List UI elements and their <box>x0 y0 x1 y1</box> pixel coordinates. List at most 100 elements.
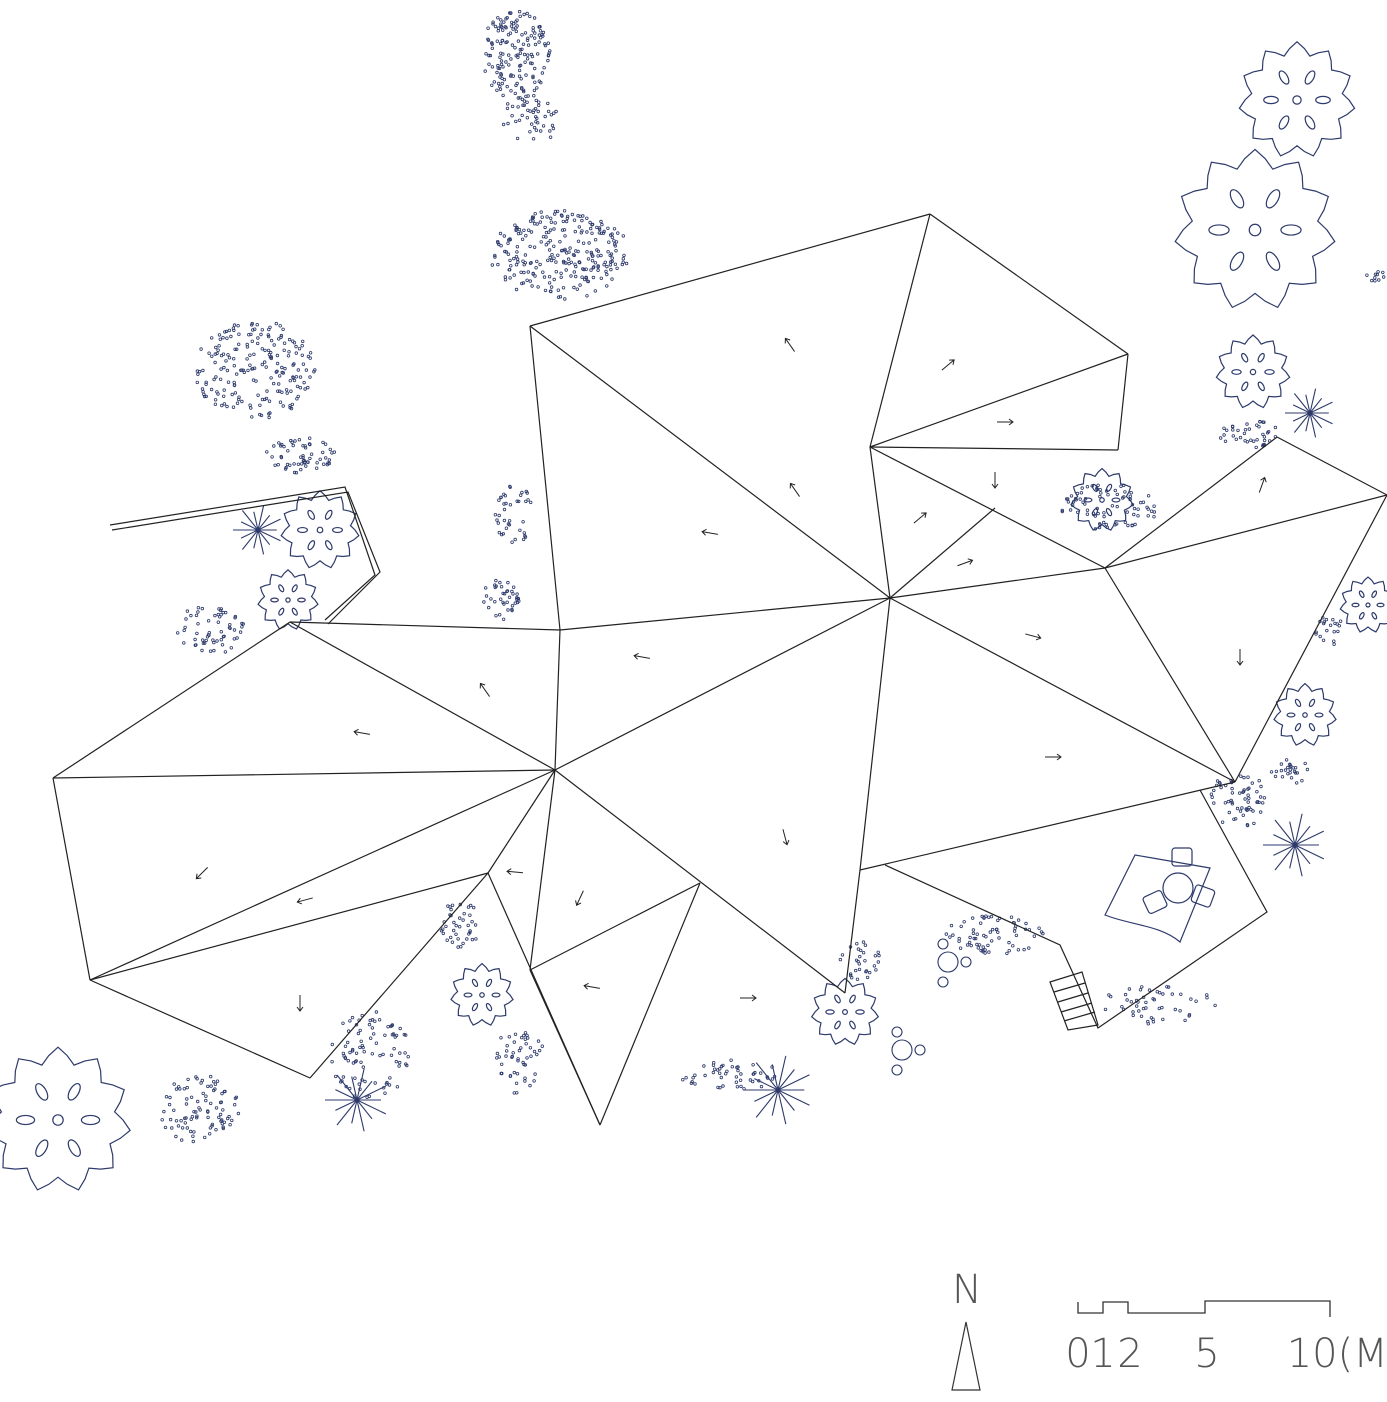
shrub-dot <box>536 285 540 289</box>
seat <box>937 938 949 950</box>
shrub-dot <box>1096 483 1100 487</box>
shrub-dot <box>562 209 567 213</box>
shrub-dot <box>288 404 292 408</box>
shrub-dot <box>232 383 237 387</box>
shrub-dot <box>599 276 603 280</box>
shrub-dot <box>279 454 283 459</box>
shrub-dot <box>574 249 578 253</box>
tree-leaf <box>1371 590 1378 598</box>
shrub-dot <box>854 958 859 962</box>
shrub-dot <box>497 1055 501 1059</box>
shrub-dot <box>526 43 531 47</box>
shrub-dot <box>587 241 591 245</box>
conifer-branch <box>1289 844 1296 869</box>
shrub-dot <box>532 16 537 20</box>
tree-leaf <box>291 607 298 616</box>
conifer-branch <box>257 529 281 542</box>
tree-leaf <box>1304 70 1316 85</box>
tree-leaf <box>296 526 308 534</box>
shrub-dot <box>568 246 572 250</box>
shrub-dot <box>751 1063 755 1067</box>
shrub-dot <box>483 69 487 73</box>
shrub-dot <box>294 344 298 349</box>
shrub-dot <box>1139 1014 1144 1018</box>
tree-leaf <box>1294 698 1302 708</box>
shrub-dot <box>1085 508 1090 512</box>
shrub-dot <box>590 254 595 258</box>
shrub-dot <box>585 230 589 234</box>
roof-edge <box>869 446 1106 569</box>
shrub-dot <box>217 333 222 337</box>
tree-leaf <box>1229 251 1245 271</box>
shrub-dot <box>191 1134 195 1138</box>
shrub-dot <box>534 98 538 103</box>
chair <box>1171 847 1193 867</box>
shrub-dot <box>532 108 536 112</box>
shrub-dot <box>1078 497 1082 501</box>
north-triangle <box>951 1321 981 1391</box>
shrub-dot <box>250 415 254 419</box>
roof-edge <box>889 567 1106 599</box>
conifer <box>1263 813 1325 877</box>
shrub-dot <box>514 83 518 88</box>
shrub-dot <box>496 66 500 70</box>
tree <box>1238 40 1356 157</box>
shrub-dot <box>505 106 510 111</box>
shrub-dot <box>1161 1017 1165 1022</box>
shrub-dot <box>260 397 265 402</box>
shrub-dot <box>252 327 257 331</box>
shrub-dot <box>498 87 503 91</box>
shrub-dot <box>1257 779 1261 783</box>
shrub-dot <box>221 336 225 340</box>
shrub-dot <box>491 20 495 24</box>
shrub-dot <box>511 1051 515 1055</box>
shrub-dot <box>502 234 506 238</box>
shrub-dot <box>1152 504 1156 508</box>
shrub-dot <box>232 1102 237 1107</box>
tree-canopy <box>1273 682 1337 746</box>
shrub-dot <box>1122 495 1126 499</box>
shrub-dot <box>596 254 600 258</box>
shrub-dot <box>507 1035 511 1039</box>
shrub-dot <box>507 519 512 523</box>
shrub-dot <box>499 1036 503 1040</box>
shrub-dot <box>280 442 284 447</box>
shrub-dot <box>1099 491 1103 495</box>
shrub-dot <box>684 1075 688 1080</box>
shrub-dot <box>877 953 881 958</box>
shrub-dot <box>323 442 328 446</box>
conifer-branch <box>257 518 281 531</box>
tree-leaf <box>1083 497 1093 503</box>
shrub-dot <box>616 231 620 235</box>
shrub-dot <box>212 648 216 653</box>
shrub-dot <box>454 923 458 928</box>
shrub-dot <box>730 1065 734 1069</box>
shrub-dot <box>246 368 250 373</box>
shrub-dot <box>256 341 260 346</box>
shrub-dot <box>172 1108 176 1112</box>
tree-leaf <box>278 607 285 616</box>
shrub-dot <box>294 471 299 475</box>
tree-leaf <box>471 1002 479 1012</box>
shrub-dot <box>298 386 303 390</box>
shrub-dot <box>512 1040 516 1044</box>
arrow-shape <box>991 472 999 489</box>
shrub-dot <box>245 357 249 361</box>
slope-arrow <box>633 652 650 660</box>
shrub-dot <box>195 1114 199 1118</box>
tree-leaf <box>15 1114 36 1126</box>
shrub-dot <box>207 351 211 355</box>
north-arrow: N <box>951 1267 982 1391</box>
shrub-dot <box>972 936 976 941</box>
shrub-dot <box>215 351 219 356</box>
tree-canopy <box>1339 576 1387 633</box>
shrub-dot <box>529 1054 533 1058</box>
shrub-dot <box>1104 522 1108 527</box>
shrub-dot <box>1239 774 1243 778</box>
shrub-dot <box>267 415 271 420</box>
shrub-dot <box>167 1102 172 1107</box>
shrub-dot <box>965 943 970 947</box>
shrub-dot <box>182 1116 187 1120</box>
shrub-dot <box>231 326 236 330</box>
shrub-dot <box>590 231 594 235</box>
